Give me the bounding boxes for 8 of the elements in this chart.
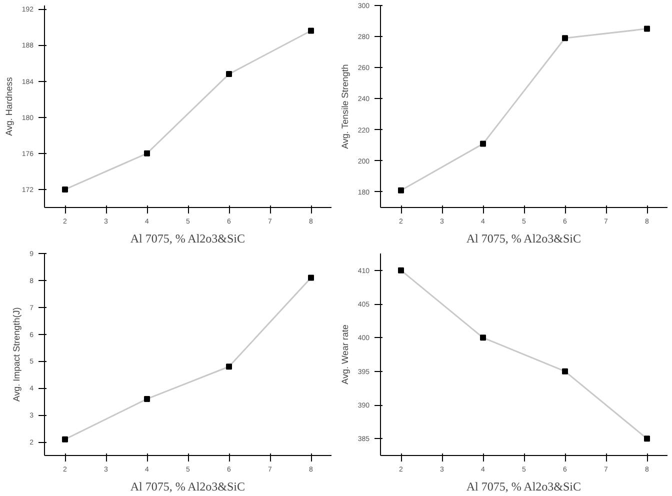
x-axis-title: Al 7075, % Al2o3&SiC <box>466 232 582 246</box>
y-axis-title: Avg. Tensile Strength <box>340 64 350 149</box>
x-axis-title: Al 7075, % Al2o3&SiC <box>466 480 582 494</box>
y-axis-title: Avg. Wear rate <box>340 324 350 384</box>
y-axis-title: Avg. Hardness <box>4 76 14 136</box>
x-axis-title: Al 7075, % Al2o3&SiC <box>130 480 246 494</box>
y-axis-title: Avg. Impact Strength(J) <box>12 307 22 402</box>
x-axis-title: Al 7075, % Al2o3&SiC <box>130 232 246 246</box>
